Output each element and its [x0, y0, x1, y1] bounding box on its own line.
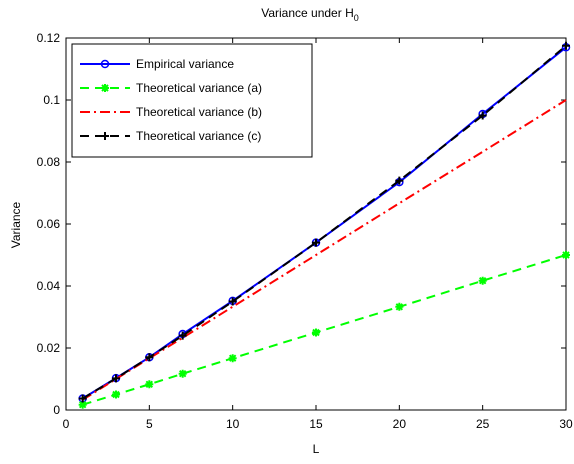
- legend-item: Empirical variance: [80, 57, 234, 71]
- data-point: [478, 276, 487, 285]
- y-tick-label: 0: [53, 403, 60, 417]
- x-tick-label: 20: [393, 417, 407, 431]
- x-tick-label: 10: [226, 417, 240, 431]
- data-point: [178, 369, 187, 378]
- legend-label: Theoretical variance (c): [136, 129, 261, 143]
- data-point: [101, 84, 109, 92]
- data-point: [178, 331, 187, 340]
- chart-title-subscript: 0: [354, 13, 359, 23]
- legend-label: Theoretical variance (a): [136, 81, 262, 95]
- data-point: [228, 297, 237, 306]
- x-tick-label: 15: [309, 417, 323, 431]
- series-line: [82, 44, 567, 400]
- legend-label: Empirical variance: [136, 57, 234, 71]
- y-tick-label: 0.12: [37, 31, 61, 45]
- data-point: [478, 111, 487, 120]
- plot-area: 0 5 10 15 20 25 30 0 0.02 0.04 0.06 0.08 0.1 0.12 Empi…: [37, 31, 573, 431]
- legend-box: [71, 43, 313, 158]
- legend-label: Theoretical variance (b): [136, 105, 262, 119]
- data-point: [112, 390, 120, 399]
- data-point: [228, 354, 237, 363]
- x-tick-label: 0: [63, 417, 70, 431]
- chart-title-main: Variance under H: [261, 6, 354, 20]
- data-point: [145, 353, 154, 362]
- data-point: [78, 400, 87, 409]
- series-2: [78, 251, 570, 409]
- data-point: [312, 238, 320, 247]
- legend-item: Theoretical variance (a): [80, 81, 262, 95]
- y-tick-label: 0.04: [37, 279, 61, 293]
- chart-title: Variance under H0: [261, 6, 359, 23]
- data-point: [395, 176, 404, 185]
- data-point: [112, 374, 120, 383]
- data-point: [78, 394, 87, 403]
- legend: Empirical variance Theoretical variance (…: [71, 43, 313, 158]
- y-tick-label: 0.06: [37, 217, 61, 231]
- y-tick-label: 0.08: [37, 155, 61, 169]
- data-point: [562, 41, 570, 50]
- y-axis-label: Variance: [9, 201, 23, 248]
- data-point: [312, 328, 320, 337]
- x-tick-label: 30: [559, 417, 573, 431]
- y-tick-label: 0.1: [43, 93, 60, 107]
- legend-item: Theoretical variance (b): [80, 105, 262, 119]
- x-axis-label: L: [313, 442, 320, 456]
- series-4: [78, 41, 570, 403]
- data-point: [395, 302, 404, 311]
- data-point: [100, 59, 110, 69]
- x-tick-label: 5: [146, 417, 153, 431]
- legend-item: Theoretical variance (c): [80, 129, 261, 143]
- y-tick-label: 0.02: [37, 341, 61, 355]
- data-point: [562, 251, 570, 259]
- data-point: [145, 380, 154, 389]
- data-point: [101, 132, 109, 140]
- x-tick-label: 25: [476, 417, 490, 431]
